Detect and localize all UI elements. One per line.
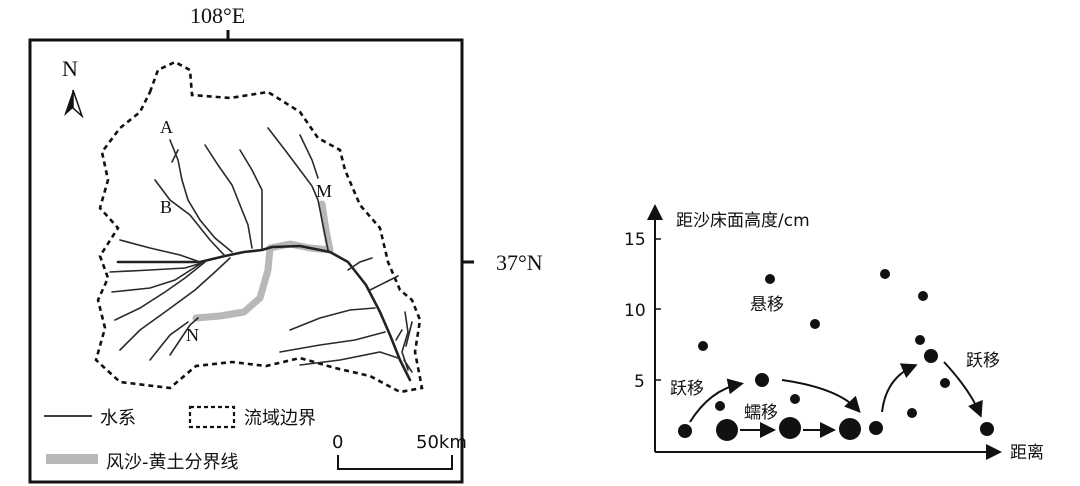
motion-arrows [689, 361, 983, 438]
y-tick-label-5: 5 [634, 372, 645, 392]
legend-boundary-label: 流域边界 [244, 408, 316, 429]
saltation-right-label: 跃移 [966, 351, 1000, 371]
saltation-arrow-right-down [943, 361, 983, 418]
saltation-arrow-left [689, 378, 744, 423]
saltation-arrow-mid [781, 379, 861, 413]
saltation-arrow-right-up [881, 363, 918, 413]
point-label-b: B [160, 197, 173, 217]
particle-point [869, 421, 883, 435]
basin-boundary [94, 60, 424, 394]
particle-point [980, 422, 994, 436]
particle-point [839, 418, 861, 440]
particle-point [698, 341, 708, 351]
y-tick-label-15: 15 [624, 230, 646, 250]
particle-point [779, 417, 801, 439]
x-axis-label: 距离 [1010, 443, 1044, 463]
point-label-m: M [316, 181, 333, 201]
y-axis-label: 距沙床面高度/cm [676, 211, 810, 231]
particle-point [907, 408, 917, 418]
particle-point [940, 378, 950, 388]
legend-sand-line-swatch [46, 454, 98, 464]
scale-bar [337, 455, 453, 470]
scale-start-label: 0 [332, 432, 344, 453]
particle-point [790, 394, 800, 404]
main-river [116, 244, 412, 382]
legend-boundary-swatch [188, 405, 236, 429]
legend-water-label: 水系 [100, 408, 136, 429]
scale-end-label: 50km [416, 432, 467, 453]
y-tick-label-10: 10 [624, 301, 646, 321]
particle-point [880, 269, 890, 279]
particle-point [716, 419, 738, 441]
particle-point [765, 274, 775, 284]
particle-point [678, 424, 692, 438]
north-label: N [62, 56, 78, 81]
particle-point [715, 401, 725, 411]
suspension-label: 悬移 [750, 295, 784, 315]
particle-point [915, 335, 925, 345]
north-arrow-icon [64, 89, 84, 119]
particle-point [810, 319, 820, 329]
point-label-a: A [160, 117, 173, 137]
creep-label: 蠕移 [744, 403, 778, 423]
point-label-n: N [186, 325, 199, 345]
latitude-label: 37°N [496, 250, 543, 275]
sand-transport-chart [647, 204, 1002, 460]
particle-point [924, 349, 938, 363]
particle-point [918, 291, 928, 301]
saltation-left-label: 跃移 [670, 379, 704, 399]
sand-loess-line [192, 200, 334, 322]
particle-point [755, 373, 769, 387]
tributaries [109, 127, 413, 373]
basin-map [28, 30, 474, 484]
creep-particles [678, 417, 994, 441]
legend-sand-line-label: 风沙-黄土分界线 [106, 452, 239, 473]
longitude-label: 108°E [190, 3, 246, 28]
airborne-particles [698, 269, 950, 418]
